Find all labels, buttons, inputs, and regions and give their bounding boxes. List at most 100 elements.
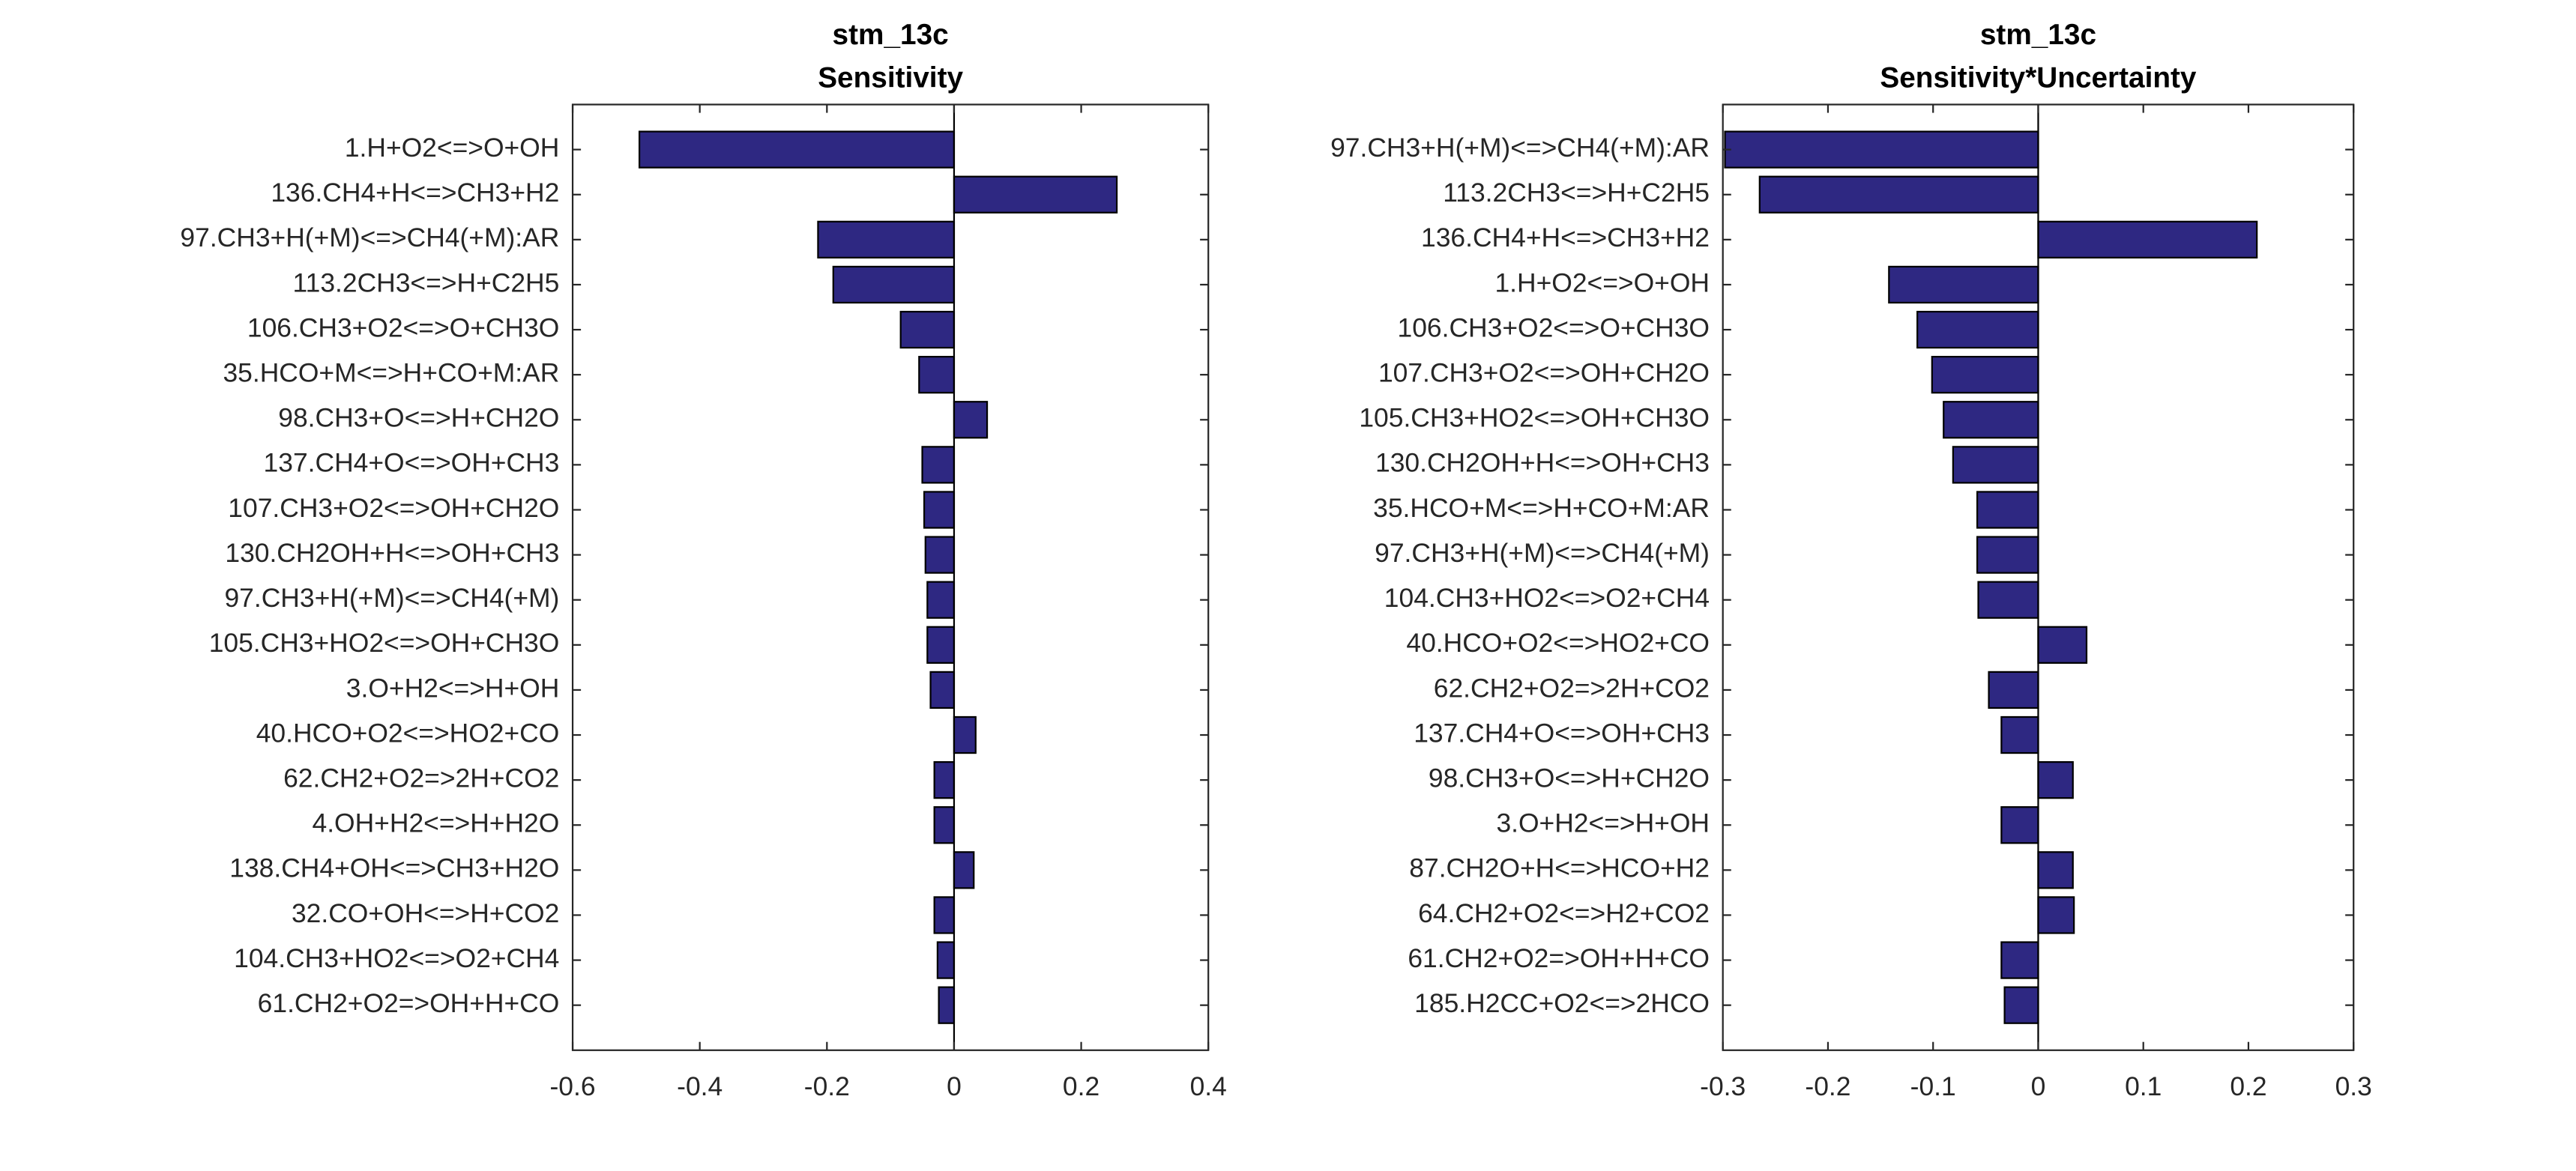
bar (2000, 941, 2039, 979)
bar (1758, 175, 2039, 214)
y-tick-label: 130.CH2OH+H<=>OH+CH3 (225, 538, 559, 568)
bar (926, 581, 956, 619)
bar (638, 130, 956, 169)
y-tick-label: 97.CH3+H(+M)<=>CH4(+M) (224, 583, 559, 613)
bar (953, 715, 977, 754)
y-tick-label: 97.CH3+H(+M)<=>CH4(+M):AR (180, 223, 559, 252)
bar (832, 265, 956, 304)
bar (1724, 130, 2039, 169)
y-tick-label: 107.CH3+O2<=>OH+CH2O (228, 493, 559, 523)
bar (1931, 356, 2039, 394)
x-tick-label: 0.3 (2335, 1071, 2372, 1101)
bar (2037, 896, 2075, 934)
y-tick-label: 105.CH3+HO2<=>OH+CH3O (209, 628, 560, 658)
bar (921, 446, 956, 484)
y-tick-label: 107.CH3+O2<=>OH+CH2O (1378, 358, 1710, 388)
y-tick-label: 104.CH3+HO2<=>O2+CH4 (1384, 583, 1710, 613)
bar (953, 175, 1118, 214)
bar (933, 896, 956, 934)
x-tick-label: -0.3 (1700, 1071, 1746, 1101)
y-tick-label: 136.CH4+H<=>CH3+H2 (1421, 223, 1710, 252)
y-tick-label: 64.CH2+O2<=>H2+CO2 (1418, 898, 1710, 928)
x-tick-label: -0.1 (1910, 1071, 1956, 1101)
y-tick-label: 62.CH2+O2=>2H+CO2 (283, 763, 559, 793)
y-tick-label: 40.HCO+O2<=>HO2+CO (256, 718, 560, 748)
bar (923, 491, 956, 529)
bar (1988, 671, 2039, 709)
bar (1977, 581, 2039, 619)
y-tick-label: 104.CH3+HO2<=>O2+CH4 (234, 943, 559, 973)
y-tick-label: 185.H2CC+O2<=>2HCO (1414, 988, 1710, 1018)
y-tick-label: 61.CH2+O2=>OH+H+CO (1408, 943, 1710, 973)
chart-subtitle: Sensitivity*Uncertainty (1880, 62, 2197, 94)
bar (1888, 265, 2039, 304)
x-tick-label: 0 (947, 1071, 962, 1101)
y-tick-label: 137.CH4+O<=>OH+CH3 (1414, 718, 1710, 748)
y-tick-label: 113.2CH3<=>H+C2H5 (1443, 178, 1710, 208)
bar (2003, 986, 2039, 1024)
x-tick-label: -0.6 (550, 1071, 596, 1101)
y-tick-label: 98.CH3+O<=>H+CH2O (278, 403, 559, 433)
y-tick-label: 130.CH2OH+H<=>OH+CH3 (1375, 448, 1710, 478)
y-tick-label: 3.O+H2<=>H+OH (1496, 808, 1710, 838)
y-tick-label: 137.CH4+O<=>OH+CH3 (264, 448, 560, 478)
y-tick-label: 4.OH+H2<=>H+H2O (313, 808, 560, 838)
y-tick-label: 136.CH4+H<=>CH3+H2 (271, 178, 559, 208)
y-tick-label: 61.CH2+O2=>OH+H+CO (258, 988, 560, 1018)
bar (1952, 446, 2039, 484)
chart-subtitle: Sensitivity (818, 62, 963, 94)
bar (953, 401, 989, 439)
x-tick-label: 0.2 (1063, 1071, 1100, 1101)
bar (953, 851, 975, 889)
bar (899, 310, 956, 349)
y-tick-label: 62.CH2+O2=>2H+CO2 (1434, 673, 1710, 703)
bar (929, 671, 956, 709)
bar (933, 760, 956, 799)
x-tick-label: -0.2 (1805, 1071, 1850, 1101)
y-tick-label: 35.HCO+M<=>H+CO+M:AR (1373, 493, 1710, 523)
y-tick-label: 97.CH3+H(+M)<=>CH4(+M) (1375, 538, 1710, 568)
y-tick-label: 35.HCO+M<=>H+CO+M:AR (223, 358, 559, 388)
x-tick-label: 0.1 (2125, 1071, 2162, 1101)
bar (1916, 310, 2039, 349)
y-tick-label: 98.CH3+O<=>H+CH2O (1429, 763, 1710, 793)
x-tick-label: 0.2 (2230, 1071, 2266, 1101)
bar (817, 220, 956, 258)
y-tick-label: 105.CH3+HO2<=>OH+CH3O (1359, 403, 1710, 433)
x-tick-label: 0.4 (1190, 1071, 1227, 1101)
bar (2000, 806, 2039, 844)
y-tick-label: 40.HCO+O2<=>HO2+CO (1406, 628, 1710, 658)
chart-title: stm_13c (1980, 19, 2096, 51)
bar (938, 986, 956, 1024)
y-tick-label: 97.CH3+H(+M)<=>CH4(+M):AR (1330, 133, 1710, 163)
bar (1943, 401, 2039, 439)
axes-box (1722, 103, 2355, 1051)
bar (2000, 715, 2039, 754)
bar (2037, 851, 2074, 889)
bar (926, 626, 956, 664)
bar (2037, 626, 2088, 664)
y-tick-label: 32.CO+OH<=>H+CO2 (292, 898, 559, 928)
bar (936, 941, 956, 979)
bar (1976, 536, 2039, 574)
y-tick-label: 1.H+O2<=>O+OH (345, 133, 560, 163)
chart-title: stm_13c (833, 19, 949, 51)
bar (2037, 220, 2258, 258)
x-tick-label: -0.4 (677, 1071, 723, 1101)
y-tick-label: 106.CH3+O2<=>O+CH3O (1398, 312, 1710, 342)
x-tick-label: 0 (2031, 1071, 2046, 1101)
y-tick-label: 3.O+H2<=>H+OH (346, 673, 560, 703)
bar (933, 806, 956, 844)
bar (1976, 491, 2039, 529)
y-tick-label: 138.CH4+OH<=>CH3+H2O (229, 853, 559, 883)
x-tick-label: -0.2 (804, 1071, 850, 1101)
y-tick-label: 113.2CH3<=>H+C2H5 (293, 267, 560, 297)
bar (924, 536, 956, 574)
bar (2037, 760, 2074, 799)
y-tick-label: 87.CH2O+H<=>HCO+H2 (1409, 853, 1710, 883)
y-tick-label: 1.H+O2<=>O+OH (1494, 267, 1710, 297)
bar (918, 356, 956, 394)
axes-box (571, 103, 1210, 1051)
